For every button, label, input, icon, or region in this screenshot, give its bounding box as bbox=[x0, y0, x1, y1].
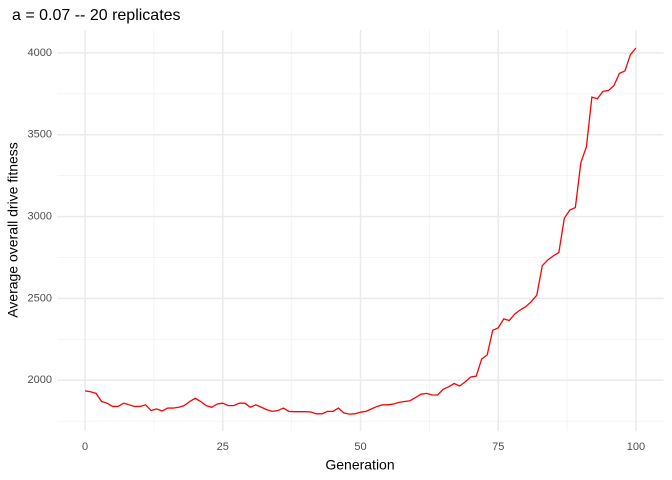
y-tick-label: 2500 bbox=[28, 292, 52, 304]
chart-title: a = 0.07 -- 20 replicates bbox=[12, 7, 181, 24]
y-axis-title: Average overall drive fitness bbox=[5, 142, 21, 318]
x-tick-label: 0 bbox=[82, 441, 88, 453]
y-tick-label: 4000 bbox=[28, 47, 52, 59]
x-axis-title: Generation bbox=[325, 457, 394, 473]
x-tick-label: 50 bbox=[354, 441, 366, 453]
x-tick-label: 100 bbox=[627, 441, 645, 453]
y-tick-label: 3500 bbox=[28, 129, 52, 141]
x-tick-label: 25 bbox=[217, 441, 229, 453]
x-tick-label: 75 bbox=[492, 441, 504, 453]
data-line bbox=[84, 47, 637, 415]
y-tick-label: 3000 bbox=[28, 210, 52, 222]
y-tick-label: 2000 bbox=[28, 374, 52, 386]
